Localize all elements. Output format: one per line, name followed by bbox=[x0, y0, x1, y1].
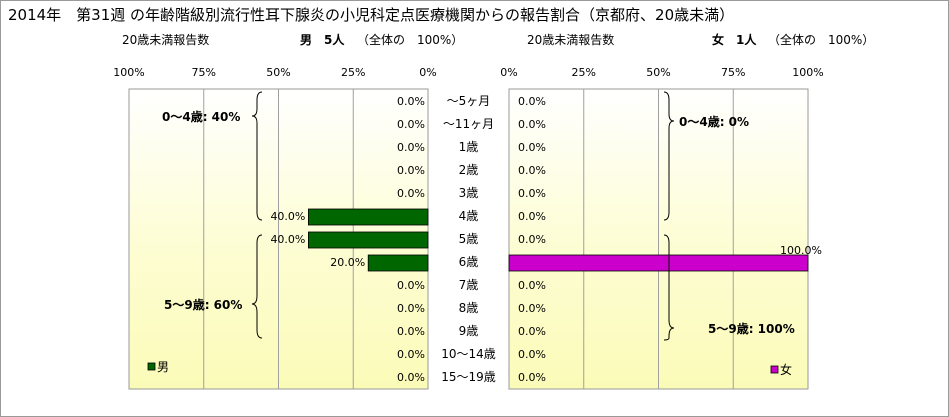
male-value-label: 0.0% bbox=[397, 95, 425, 108]
female-header-left: 20歳未満報告数 bbox=[527, 32, 614, 47]
age-group-label: 5歳 bbox=[459, 232, 479, 246]
age-group-label: 7歳 bbox=[459, 278, 479, 292]
grid-lines bbox=[203, 89, 734, 389]
female-header-total: （全体の 100%） bbox=[768, 32, 874, 47]
female-value-label: 0.0% bbox=[518, 233, 546, 246]
age-group-label: 3歳 bbox=[459, 186, 479, 200]
male-legend-swatch bbox=[147, 362, 156, 371]
female-bracket-5-9 bbox=[663, 234, 675, 341]
bars bbox=[307, 208, 809, 272]
age-group-label: 9歳 bbox=[459, 324, 479, 338]
male-bracket-5-9 bbox=[251, 234, 263, 339]
age-group-label: 4歳 bbox=[459, 209, 479, 223]
female-legend-label: 女 bbox=[780, 362, 792, 377]
female-tick-label: 0% bbox=[500, 66, 517, 79]
male-value-label: 0.0% bbox=[397, 348, 425, 361]
axis-ticks: 100% 75% 50% 25% 0% 0% 25% 50% 75% 100% bbox=[113, 66, 823, 79]
female-value-label: 0.0% bbox=[518, 141, 546, 154]
age-group-label: 15～19歳 bbox=[441, 370, 496, 384]
female-value-label: 100.0% bbox=[780, 244, 822, 257]
male-legend-label: 男 bbox=[157, 360, 169, 374]
male-value-label: 0.0% bbox=[397, 325, 425, 338]
male-bracket-0-4 bbox=[251, 91, 263, 221]
male-bar bbox=[307, 231, 429, 249]
male-bar bbox=[367, 254, 429, 272]
female-bracket-0-4 bbox=[663, 91, 675, 221]
female-value-label: 0.0% bbox=[518, 187, 546, 200]
male-tick-label: 25% bbox=[341, 66, 365, 79]
male-value-label: 40.0% bbox=[270, 210, 305, 223]
male-value-label: 0.0% bbox=[397, 141, 425, 154]
female-value-label: 0.0% bbox=[518, 371, 546, 384]
chart-title: 2014年 第31週 の年齢階級別流行性耳下腺炎の小児科定点医療機関からの報告割… bbox=[8, 6, 734, 24]
male-value-label: 0.0% bbox=[397, 371, 425, 384]
age-labels: ～5ヶ月 ～11ヶ月 1歳 2歳 3歳 4歳 5歳 6歳 7歳 8歳 9歳 10～14歳 15～19歳 bbox=[441, 94, 496, 384]
age-group-label: 1歳 bbox=[459, 140, 479, 154]
age-group-label: 6歳 bbox=[459, 255, 479, 269]
male-tick-label: 0% bbox=[419, 66, 436, 79]
age-group-label: ～5ヶ月 bbox=[447, 94, 491, 108]
female-value-label: 0.0% bbox=[518, 348, 546, 361]
female-value-label: 0.0% bbox=[518, 210, 546, 223]
male-header-total: （全体の 100%） bbox=[357, 32, 463, 47]
male-header-left: 20歳未満報告数 bbox=[122, 32, 209, 47]
female-value-label: 0.0% bbox=[518, 164, 546, 177]
male-group-5-9-label: 5～9歳: 60% bbox=[164, 297, 242, 312]
female-group-5-9-label: 5～9歳: 100% bbox=[708, 321, 795, 336]
male-value-label: 0.0% bbox=[397, 279, 425, 292]
age-group-label: 8歳 bbox=[459, 301, 479, 315]
female-tick-label: 50% bbox=[646, 66, 670, 79]
female-value-label: 0.0% bbox=[518, 302, 546, 315]
female-tick-label: 25% bbox=[572, 66, 596, 79]
male-tick-label: 75% bbox=[192, 66, 216, 79]
male-value-label: 40.0% bbox=[270, 233, 305, 246]
female-value-label: 0.0% bbox=[518, 118, 546, 131]
male-value-label: 0.0% bbox=[397, 164, 425, 177]
male-header-count: 男 5人 bbox=[300, 32, 345, 47]
female-value-label: 0.0% bbox=[518, 95, 546, 108]
male-value-label: 0.0% bbox=[397, 118, 425, 131]
male-bar bbox=[307, 208, 429, 226]
age-group-label: ～11ヶ月 bbox=[443, 117, 494, 131]
female-tick-label: 75% bbox=[721, 66, 745, 79]
female-value-label: 0.0% bbox=[518, 325, 546, 338]
age-group-label: 10～14歳 bbox=[441, 347, 496, 361]
female-bar bbox=[508, 254, 809, 272]
male-group-0-4-label: 0～4歳: 40% bbox=[162, 109, 240, 124]
male-tick-label: 50% bbox=[266, 66, 290, 79]
male-value-label: 20.0% bbox=[330, 256, 365, 269]
male-tick-label: 100% bbox=[113, 66, 144, 79]
female-legend-swatch bbox=[770, 365, 779, 374]
female-tick-label: 100% bbox=[792, 66, 823, 79]
female-value-label: 0.0% bbox=[518, 279, 546, 292]
male-value-label: 0.0% bbox=[397, 187, 425, 200]
male-value-label: 0.0% bbox=[397, 302, 425, 315]
age-group-label: 2歳 bbox=[459, 163, 479, 177]
female-group-0-4-label: 0～4歳: 0% bbox=[679, 114, 749, 129]
female-header-count: 女 1人 bbox=[712, 32, 757, 47]
value-labels: 0.0% 0.0% 0.0% 0.0% 0.0% 0.0% 0.0% 0.0% 0.0% 0.0%… bbox=[270, 95, 822, 384]
